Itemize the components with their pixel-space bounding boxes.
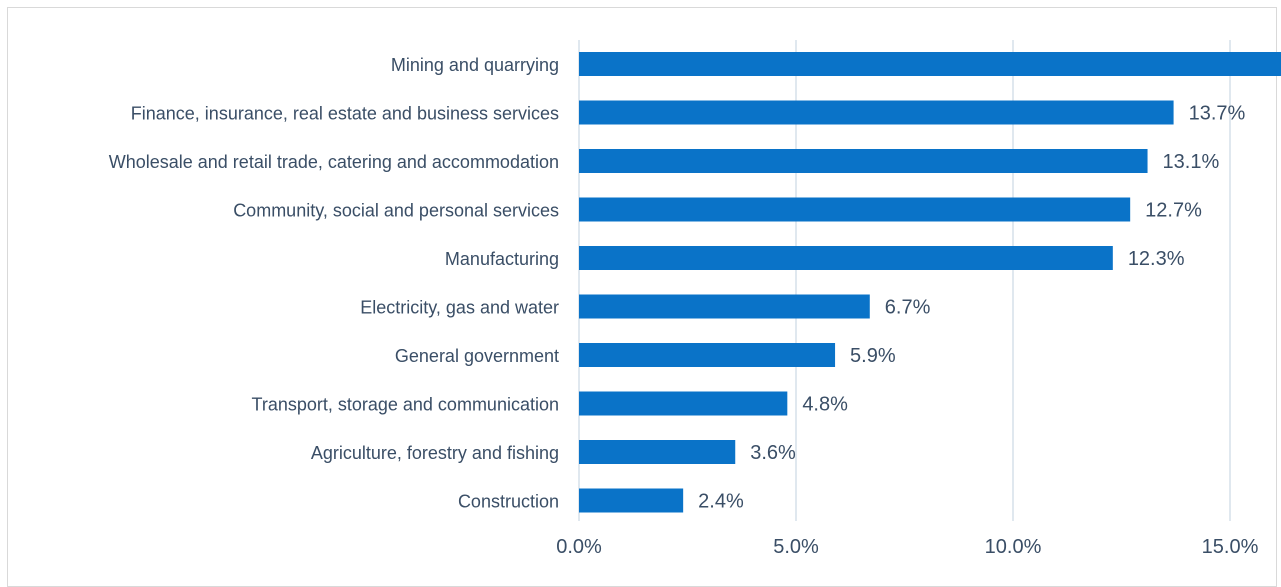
bar <box>579 100 1174 125</box>
data-label: 4.8% <box>802 394 848 416</box>
category-label: Electricity, gas and water <box>360 298 559 318</box>
category-label: Community, social and personal services <box>233 201 559 221</box>
category-label: General government <box>395 346 559 366</box>
x-tick-label: 0.0% <box>556 536 602 558</box>
bar <box>579 149 1148 173</box>
bar <box>579 52 1281 76</box>
category-label: Agriculture, forestry and fishing <box>311 443 559 463</box>
bar <box>579 440 736 464</box>
x-tick-label: 10.0% <box>985 536 1042 558</box>
data-labels: 24.8%13.7%13.1%12.7%12.3%6.7%5.9%4.8%3.6… <box>698 103 1246 513</box>
data-label: 6.7% <box>885 297 931 319</box>
x-tick-label: 5.0% <box>773 536 819 558</box>
bars <box>579 52 1281 513</box>
category-label: Transport, storage and communication <box>252 395 560 415</box>
category-label: Wholesale and retail trade, catering and… <box>109 152 559 172</box>
data-label: 3.6% <box>750 442 796 464</box>
category-label: Construction <box>458 492 559 512</box>
x-tick-label: 15.0% <box>1202 536 1259 558</box>
category-label: Manufacturing <box>445 249 559 269</box>
bar <box>579 294 870 319</box>
category-label: Finance, insurance, real estate and busi… <box>131 104 559 124</box>
data-label: 12.7% <box>1145 200 1202 222</box>
bar <box>579 197 1131 222</box>
data-label: 12.3% <box>1128 248 1185 270</box>
bar <box>579 246 1113 270</box>
data-label: 13.1% <box>1163 151 1220 173</box>
category-label: Mining and quarrying <box>391 55 559 75</box>
bar <box>579 343 836 367</box>
x-axis-tick-labels: 0.0%5.0%10.0%15.0%20.0%25.0%30.0% <box>556 536 1259 558</box>
bar <box>579 391 788 416</box>
category-labels: Mining and quarrying Finance, insurance, … <box>109 55 559 512</box>
bar-chart: Mining and quarrying Finance, insurance, … <box>109 40 1281 558</box>
data-label: 2.4% <box>698 491 744 513</box>
bar <box>579 488 684 513</box>
data-label: 13.7% <box>1189 103 1246 125</box>
data-label: 5.9% <box>850 345 896 367</box>
